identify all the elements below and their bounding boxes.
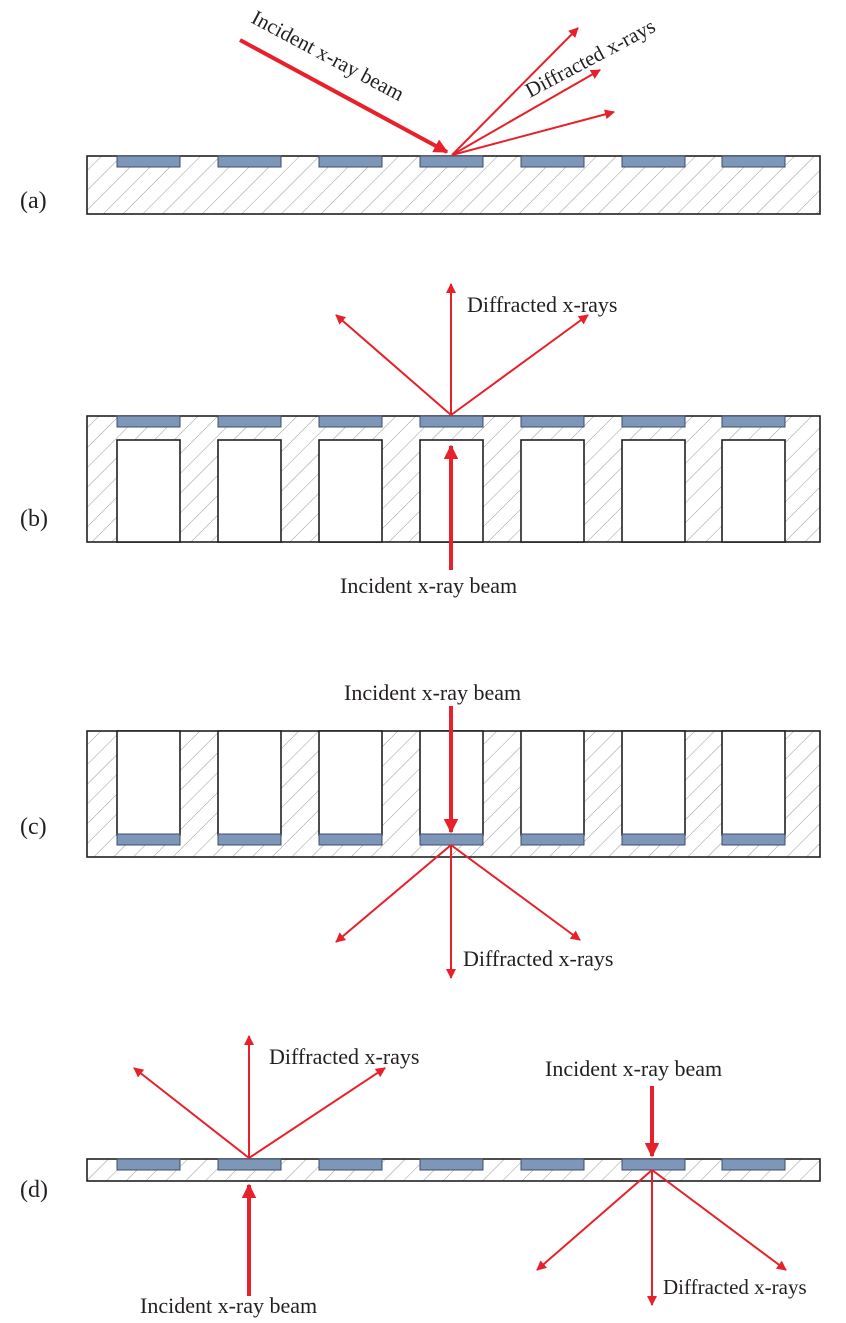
- diffracted-ray-arrow: [536, 1169, 653, 1271]
- sample-pad: [621, 1158, 686, 1171]
- sample-pad: [217, 155, 282, 168]
- sample-pad: [217, 1158, 282, 1171]
- well: [318, 439, 383, 543]
- sample-pad: [217, 833, 282, 846]
- well: [721, 730, 786, 836]
- sample-pad: [621, 415, 686, 428]
- panel-a-tag: (a): [20, 188, 47, 214]
- sample-pad: [520, 155, 585, 168]
- panel-b-wells: [116, 439, 786, 543]
- sample-pad: [520, 415, 585, 428]
- panel-b-samples: [116, 415, 786, 428]
- panel-d-tag: (d): [20, 1177, 48, 1203]
- sample-pad: [520, 1158, 585, 1171]
- well: [520, 439, 585, 543]
- incident-beam-label: Incident x-ray beam: [344, 680, 521, 705]
- well: [217, 730, 282, 836]
- diffracted-ray-arrow: [335, 844, 452, 943]
- panel-d-samples: [116, 1158, 786, 1171]
- well: [318, 730, 383, 836]
- incident-beam-label: Incident x-ray beam: [340, 573, 517, 598]
- diffracted-rays-label-right: Diffracted x-rays: [663, 1275, 807, 1299]
- sample-pad: [520, 833, 585, 846]
- sample-pad: [419, 155, 484, 168]
- sample-pad: [217, 415, 282, 428]
- panel-a: (a) Incident x-ray beam Diffracted x-ray…: [20, 5, 821, 215]
- diffracted-ray-arrow: [451, 109, 615, 156]
- sample-pad: [318, 833, 383, 846]
- diffracted-ray-arrow: [248, 1067, 386, 1159]
- sample-pad: [621, 155, 686, 168]
- sample-pad: [116, 1158, 181, 1171]
- diffracted-rays-label: Diffracted x-rays: [467, 292, 617, 317]
- diffracted-rays-label: Diffracted x-rays: [463, 946, 613, 971]
- diffracted-ray-arrow: [651, 1169, 787, 1271]
- well: [621, 439, 686, 543]
- well: [116, 730, 181, 836]
- diffracted-ray-arrow: [451, 27, 579, 156]
- sample-pad: [721, 833, 786, 846]
- diffracted-rays-label: Diffracted x-rays: [521, 14, 659, 103]
- well: [721, 439, 786, 543]
- panel-d: (d) Diffracted x-rays Incident x-ray bea…: [20, 1035, 821, 1318]
- incident-beam-arrow: [239, 38, 449, 154]
- sample-pad: [721, 1158, 786, 1171]
- sample-pad: [318, 1158, 383, 1171]
- diffracted-ray-arrow: [451, 69, 601, 156]
- sample-pad: [419, 415, 484, 428]
- diffracted-ray-arrow: [133, 1067, 250, 1159]
- diffracted-ray-arrow: [450, 844, 581, 941]
- sample-pad: [419, 833, 484, 846]
- incident-beam-label-right: Incident x-ray beam: [545, 1056, 722, 1081]
- well: [217, 439, 282, 543]
- well: [520, 730, 585, 836]
- panel-c-samples: [116, 833, 786, 846]
- diffracted-rays-label-left: Diffracted x-rays: [269, 1044, 419, 1069]
- well: [621, 730, 686, 836]
- sample-pad: [116, 415, 181, 428]
- sample-pad: [721, 155, 786, 168]
- panel-c-wells: [116, 730, 786, 836]
- panel-b-tag: (b): [20, 506, 48, 532]
- sample-pad: [318, 155, 383, 168]
- sample-pad: [621, 833, 686, 846]
- sample-pad: [116, 833, 181, 846]
- diffracted-ray-arrow: [450, 314, 589, 416]
- sample-pad: [721, 415, 786, 428]
- panel-c: (c) Incident x-ray beam Diffracted x-ray…: [20, 680, 821, 979]
- sample-pad: [318, 415, 383, 428]
- incident-beam-label-left: Incident x-ray beam: [140, 1293, 317, 1318]
- diffracted-ray-arrow: [335, 314, 452, 416]
- well: [116, 439, 181, 543]
- panel-a-samples: [116, 155, 786, 168]
- sample-pad: [116, 155, 181, 168]
- panel-c-tag: (c): [20, 814, 47, 840]
- sample-pad: [419, 1158, 484, 1171]
- panel-b: (b) Diffracted x-rays Incident x-ray bea…: [20, 283, 821, 598]
